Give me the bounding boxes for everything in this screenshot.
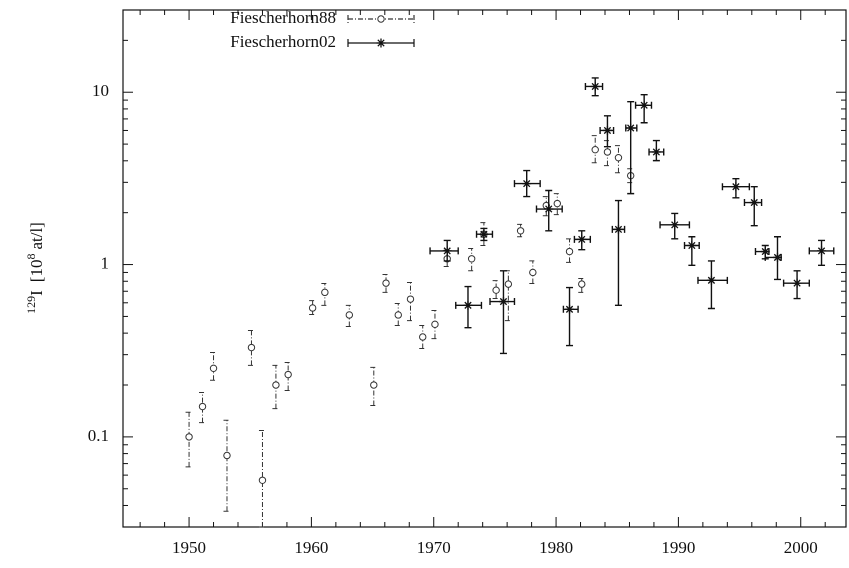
data-point [577, 234, 587, 244]
data-point [687, 240, 697, 250]
y-error-bar [517, 223, 525, 238]
data-point [522, 179, 532, 189]
data-point [479, 229, 489, 239]
y-label-unit-close: at/l] [27, 222, 46, 249]
x-tick-label: 1980 [539, 538, 573, 557]
x-tick-label: 1970 [417, 538, 451, 557]
x-tick-label: 2000 [784, 538, 818, 557]
x-tick-label: 1960 [294, 538, 328, 557]
data-point [553, 199, 561, 208]
data-point [463, 300, 473, 310]
data-point [603, 148, 612, 156]
data-point [760, 247, 770, 257]
data-point [639, 100, 649, 110]
data-point [394, 311, 402, 319]
data-point [613, 224, 623, 234]
data-point [706, 275, 716, 285]
data-point [602, 125, 612, 135]
data-point [565, 304, 575, 314]
data-point [565, 247, 574, 256]
data-point [247, 343, 256, 352]
y-error-bar [370, 366, 378, 407]
data-point [817, 246, 827, 256]
data-point [591, 145, 599, 154]
data-point [321, 288, 329, 297]
y-error-bar [542, 196, 550, 217]
y-tick-label: 10 [92, 81, 109, 100]
data-point [504, 280, 513, 288]
data-point [467, 255, 476, 263]
legend-marker [377, 15, 385, 23]
x-tick-label: 1950 [172, 538, 206, 557]
data-point [516, 227, 525, 235]
y-error-bar [309, 300, 317, 316]
y-error-bar [614, 199, 622, 307]
data-point [185, 433, 193, 441]
x-tick-label: 1990 [661, 538, 695, 557]
data-point [772, 252, 782, 262]
y-axis-label: 129I [108 at/l] [24, 222, 46, 314]
data-point [272, 381, 280, 389]
legend-marker [376, 38, 386, 48]
data-point [308, 304, 317, 312]
data-point [651, 147, 661, 157]
y-tick-label: 0.1 [88, 426, 109, 445]
data-point [792, 278, 802, 288]
y-label-element: I [27, 290, 46, 296]
y-error-bar [258, 429, 266, 528]
data-point [198, 402, 207, 411]
data-point [442, 246, 452, 256]
data-point [578, 280, 586, 288]
y-error-bar [504, 270, 512, 322]
data-point [258, 476, 267, 484]
data-point [370, 381, 378, 389]
y-tick-label: 1 [101, 253, 110, 272]
data-point [284, 370, 292, 379]
y-label-unit-open: [10 [27, 260, 46, 283]
y-error-bar [406, 281, 414, 322]
data-point [731, 182, 741, 192]
legend-label: Fiescherhorn88 [230, 8, 336, 27]
y-error-bar [223, 419, 231, 512]
data-point [382, 279, 390, 287]
data-point [614, 153, 623, 162]
data-point [419, 333, 427, 341]
data-point [209, 364, 218, 373]
data-point [544, 204, 554, 214]
data-point [406, 295, 415, 303]
legend-label: Fiescherhorn02 [230, 32, 336, 51]
data-point [626, 123, 636, 133]
y-error-bar [492, 280, 500, 300]
plot-frame [122, 9, 847, 528]
data-point [223, 451, 231, 460]
data-point [345, 311, 354, 319]
data-point [492, 286, 500, 294]
y-error-bar [199, 391, 207, 424]
y-error-bar [382, 274, 390, 293]
data-point [670, 220, 680, 230]
data-point [749, 198, 759, 208]
y-error-bar [566, 286, 574, 347]
data-point [590, 81, 600, 91]
data-point [529, 268, 537, 277]
y-label-exponent: 8 [24, 254, 38, 260]
y-error-bar [627, 101, 635, 195]
y-label-mass: 129 [24, 296, 38, 314]
data-point [498, 297, 508, 307]
y-error-bar [499, 270, 507, 355]
data-point [431, 320, 439, 329]
